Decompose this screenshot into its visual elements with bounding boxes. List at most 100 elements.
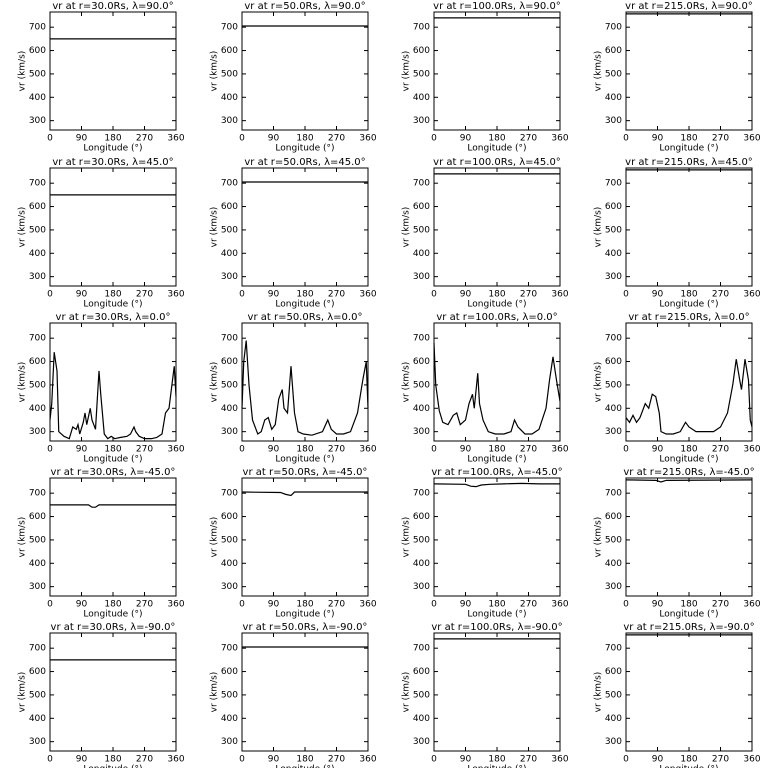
x-tick-label: 0 [623,755,629,765]
y-tick-label: 500 [605,535,622,545]
x-axis-label: Longitude (°) [83,610,142,620]
y-tick-label: 300 [413,272,430,282]
y-tick-label: 400 [605,404,622,414]
y-tick-label: 400 [29,249,46,259]
y-tick-label: 700 [605,23,622,33]
y-tick-label: 700 [221,334,238,344]
y-tick-label: 500 [605,690,622,700]
x-tick-label: 180 [488,445,505,455]
x-tick-label: 360 [743,600,760,610]
y-axis-label: vr (km/s) [210,51,220,92]
x-axis-label: Longitude (°) [83,765,142,768]
y-axis-label: vr (km/s) [210,672,220,713]
panel-title: vr at r=100.0Rs, λ=-90.0° [431,622,562,633]
y-tick-label: 300 [605,427,622,437]
plot-frame [625,322,753,442]
x-tick-label: 360 [167,445,184,455]
x-tick-label: 270 [328,134,345,144]
x-tick-label: 90 [268,445,280,455]
x-tick-label: 0 [239,134,245,144]
plot-frame [625,477,753,597]
x-tick-label: 0 [239,600,245,610]
x-tick-label: 360 [551,290,568,300]
x-tick-label: 270 [328,600,345,610]
x-tick-label: 360 [743,445,760,455]
y-tick-label: 300 [221,116,238,126]
x-tick-label: 0 [431,600,437,610]
y-tick-label: 700 [221,179,238,189]
y-tick-label: 400 [605,93,622,103]
x-tick-label: 180 [104,290,121,300]
y-axis-label: vr (km/s) [594,51,604,92]
y-tick-label: 700 [413,334,430,344]
x-tick-label: 360 [551,600,568,610]
panel-title: vr at r=50.0Rs, λ=90.0° [244,1,365,12]
plot-frame [241,477,369,597]
y-tick-label: 300 [221,737,238,747]
y-tick-label: 500 [221,535,238,545]
x-tick-label: 270 [520,600,537,610]
x-tick-label: 90 [460,755,472,765]
x-tick-label: 180 [680,600,697,610]
y-tick-label: 700 [221,489,238,499]
panel-title: vr at r=30.0Rs, λ=45.0° [52,157,173,168]
plot-frame [625,11,753,131]
y-tick-label: 700 [413,489,430,499]
x-tick-label: 270 [136,755,153,765]
y-tick-label: 500 [605,225,622,235]
y-tick-label: 600 [605,46,622,56]
x-tick-label: 90 [76,290,88,300]
x-tick-label: 180 [296,445,313,455]
x-tick-label: 270 [136,290,153,300]
plot-frame [433,477,561,597]
x-tick-label: 0 [47,445,53,455]
x-tick-label: 0 [623,600,629,610]
x-tick-label: 180 [680,134,697,144]
plot-frame [241,322,369,442]
y-axis-label: vr (km/s) [18,51,28,92]
y-tick-label: 600 [221,357,238,367]
plot-frame [433,11,561,131]
x-tick-label: 360 [359,134,376,144]
x-tick-label: 180 [104,445,121,455]
x-axis-label: Longitude (°) [467,300,526,310]
y-tick-label: 400 [221,559,238,569]
y-tick-label: 300 [605,582,622,592]
plot-frame [625,632,753,752]
x-tick-label: 90 [460,600,472,610]
x-tick-label: 180 [680,290,697,300]
y-tick-label: 600 [29,202,46,212]
y-axis-label: vr (km/s) [402,207,412,248]
x-tick-label: 0 [47,600,53,610]
y-tick-label: 500 [605,380,622,390]
y-tick-label: 600 [413,202,430,212]
y-tick-label: 700 [221,644,238,654]
x-axis-label: Longitude (°) [83,455,142,465]
x-tick-label: 180 [296,755,313,765]
y-tick-label: 300 [221,427,238,437]
x-tick-label: 0 [239,445,245,455]
y-tick-label: 400 [29,93,46,103]
x-axis-label: Longitude (°) [467,144,526,154]
data-line [625,359,753,435]
x-tick-label: 90 [652,445,664,455]
panel-title: vr at r=100.0Rs, λ=45.0° [433,157,561,168]
y-tick-label: 400 [221,249,238,259]
panel-title: vr at r=100.0Rs, λ=0.0° [436,312,557,323]
y-tick-label: 600 [413,357,430,367]
plot-frame [241,632,369,752]
x-tick-label: 360 [743,134,760,144]
y-axis-label: vr (km/s) [18,207,28,248]
x-axis-label: Longitude (°) [659,455,718,465]
y-tick-label: 400 [605,559,622,569]
y-tick-label: 300 [29,116,46,126]
x-tick-label: 90 [460,290,472,300]
panel-title: vr at r=30.0Rs, λ=90.0° [52,1,173,12]
y-tick-label: 500 [413,69,430,79]
panel-title: vr at r=30.0Rs, λ=-45.0° [51,467,176,478]
x-tick-label: 270 [520,445,537,455]
y-tick-label: 500 [605,69,622,79]
x-tick-label: 270 [712,600,729,610]
y-tick-label: 300 [29,272,46,282]
